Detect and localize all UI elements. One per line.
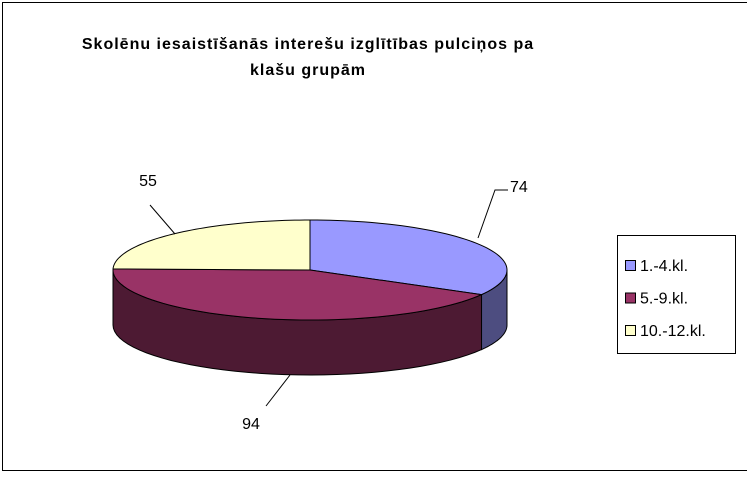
leader-line	[149, 204, 176, 235]
chart-title: Skolēnu iesaistīšanās interešu izglītība…	[81, 36, 535, 79]
legend-swatch	[625, 260, 636, 271]
legend-swatch	[625, 325, 636, 336]
slice	[112, 219, 311, 271]
data-label: 74	[510, 179, 528, 196]
data-label: 55	[139, 173, 157, 190]
legend-label: 1.-4.kl.	[640, 258, 688, 275]
legend-label: 10.-12.kl.	[640, 323, 706, 340]
slice	[309, 219, 508, 296]
data-label: 94	[242, 416, 260, 433]
leader-line	[477, 189, 508, 239]
leader-line	[265, 374, 291, 407]
legend-label: 5.-9.kl.	[640, 291, 688, 308]
legend-box	[617, 235, 736, 354]
slice	[112, 268, 484, 321]
legend-swatch	[625, 292, 636, 304]
chart-border	[2, 2, 747, 471]
